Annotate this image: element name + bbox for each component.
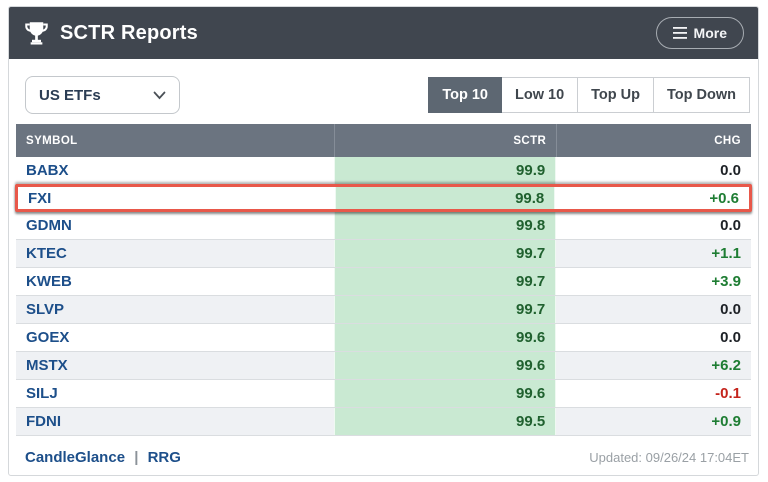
- more-button-label: More: [693, 25, 727, 41]
- rrg-link[interactable]: RRG: [147, 449, 181, 466]
- updated-timestamp: Updated: 09/26/24 17:04ET: [589, 450, 749, 465]
- chg-value: +6.2: [711, 357, 741, 374]
- sctr-value: 99.9: [334, 157, 557, 184]
- chg-value: +1.1: [711, 245, 741, 262]
- link-separator: |: [134, 449, 139, 466]
- widget-header: SCTR Reports More: [9, 7, 758, 59]
- sctr-table: SYMBOL SCTR CHG BABX 99.9 0.0 FXI 99.8 +…: [15, 124, 752, 436]
- table-row: SLVP 99.7 0.0: [16, 296, 751, 324]
- hamburger-icon: [672, 27, 687, 39]
- report-tabs: Top 10 Low 10 Top Up Top Down: [428, 77, 750, 113]
- chg-value: +0.6: [709, 189, 739, 207]
- symbol-link[interactable]: FXI: [28, 189, 52, 207]
- chg-value: +0.9: [711, 413, 741, 430]
- table-row: KTEC 99.7 +1.1: [16, 240, 751, 268]
- sctr-value: 99.6: [334, 352, 557, 379]
- tab-low-10[interactable]: Low 10: [500, 77, 579, 113]
- sctr-value: 99.8: [334, 187, 556, 209]
- table-row: KWEB 99.7 +3.9: [16, 268, 751, 296]
- sctr-value: 99.6: [334, 324, 557, 351]
- tab-top-down[interactable]: Top Down: [653, 77, 750, 113]
- table-row: GDMN 99.8 0.0: [16, 212, 751, 240]
- sctr-value: 99.5: [334, 408, 557, 435]
- page-title: SCTR Reports: [60, 21, 198, 44]
- sctr-value: 99.8: [334, 212, 557, 239]
- tab-top-10[interactable]: Top 10: [428, 77, 502, 113]
- symbol-link[interactable]: FDNI: [26, 413, 61, 430]
- sctr-value: 99.7: [334, 268, 557, 295]
- sctr-reports-widget: SCTR Reports More US ETFs Top 10 Low 10 …: [8, 6, 759, 476]
- table-row: FDNI 99.5 +0.9: [16, 408, 751, 436]
- symbol-link[interactable]: GOEX: [26, 329, 70, 346]
- chg-value: 0.0: [720, 217, 741, 234]
- column-header-sctr: SCTR: [334, 124, 556, 157]
- table-row: MSTX 99.6 +6.2: [16, 352, 751, 380]
- table-row-highlighted: FXI 99.8 +0.6: [15, 184, 752, 212]
- symbol-link[interactable]: GDMN: [26, 217, 72, 234]
- symbol-link[interactable]: SLVP: [26, 301, 65, 318]
- chevron-down-icon: [153, 91, 166, 99]
- table-header-row: SYMBOL SCTR CHG: [16, 124, 751, 157]
- widget-footer: CandleGlance | RRG Updated: 09/26/24 17:…: [9, 436, 758, 466]
- group-select[interactable]: US ETFs: [25, 76, 180, 114]
- symbol-link[interactable]: BABX: [26, 162, 69, 179]
- trophy-icon: [25, 21, 48, 45]
- more-button[interactable]: More: [655, 17, 744, 49]
- table-row: SILJ 99.6 -0.1: [16, 380, 751, 408]
- chg-value: 0.0: [720, 301, 741, 318]
- chg-value: 0.0: [720, 162, 741, 179]
- symbol-link[interactable]: KTEC: [26, 245, 67, 262]
- sctr-value: 99.6: [334, 380, 557, 407]
- symbol-link[interactable]: SILJ: [26, 385, 58, 402]
- column-header-symbol: SYMBOL: [26, 134, 78, 147]
- symbol-link[interactable]: KWEB: [26, 273, 72, 290]
- footer-links: CandleGlance | RRG: [25, 449, 181, 466]
- chg-value: -0.1: [715, 385, 741, 402]
- table-row: BABX 99.9 0.0: [16, 157, 751, 185]
- symbol-link[interactable]: MSTX: [26, 357, 68, 374]
- tab-top-up[interactable]: Top Up: [577, 77, 654, 113]
- controls-row: US ETFs Top 10 Low 10 Top Up Top Down: [9, 59, 758, 124]
- group-select-value: US ETFs: [39, 86, 101, 104]
- sctr-value: 99.7: [334, 240, 557, 267]
- sctr-value: 99.7: [334, 296, 557, 323]
- chg-value: 0.0: [720, 329, 741, 346]
- column-header-chg: CHG: [556, 124, 751, 157]
- chg-value: +3.9: [711, 273, 741, 290]
- candleglance-link[interactable]: CandleGlance: [25, 449, 126, 466]
- table-row: GOEX 99.6 0.0: [16, 324, 751, 352]
